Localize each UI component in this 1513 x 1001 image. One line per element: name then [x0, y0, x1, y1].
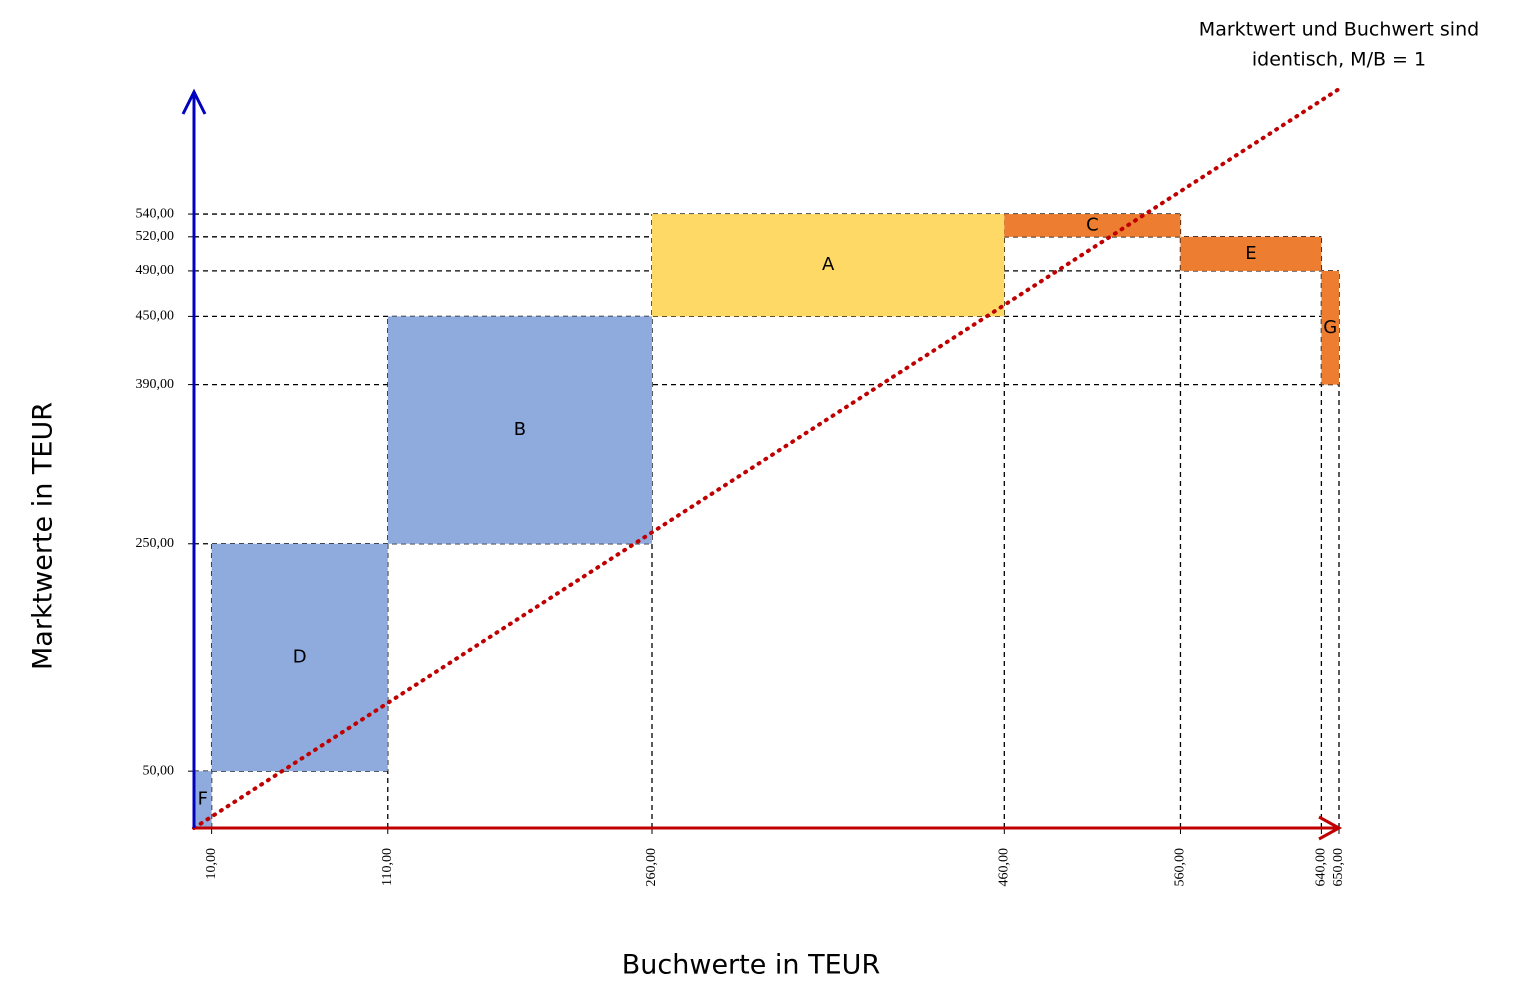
annotation: identisch, M/B = 1 [1252, 49, 1426, 71]
rectangles [194, 214, 1339, 828]
rectangle-label: F [198, 789, 208, 810]
x-tick-label: 640,00 [1314, 848, 1329, 887]
y-axis-title: Marktwerte in TEUR [28, 402, 59, 670]
y-tick-label: 390,00 [136, 377, 175, 392]
rectangle-label: B [514, 419, 526, 440]
rectangle-label: D [293, 646, 307, 667]
reference-line [192, 87, 1341, 830]
rectangle-label: A [822, 254, 835, 275]
rectangle [387, 316, 652, 544]
x-tick-label: 460,00 [997, 848, 1012, 887]
y-tick-label: 520,00 [136, 229, 175, 244]
x-axis-title: Buchwerte in TEUR [622, 950, 880, 981]
y-axis-arrow [181, 88, 207, 115]
y-tick-label: 540,00 [136, 206, 175, 221]
y-tick-label: 450,00 [136, 309, 175, 324]
rectangle [1180, 236, 1322, 271]
x-tick-label: 560,00 [1173, 848, 1188, 887]
x-tick-label: 650,00 [1331, 848, 1346, 887]
rectangle [194, 771, 212, 828]
overlay: 50,00 250,00 390,00 450,00 490,00 520,00 540,0… [136, 87, 1346, 887]
y-tick-label: 50,00 [143, 763, 175, 778]
x-axis-arrow [1318, 815, 1343, 841]
annotation: Marktwert und Buchwert sind [1199, 19, 1479, 41]
rectangle [211, 543, 388, 772]
rectangle-label: C [1086, 214, 1099, 235]
x-tick-label: 260,00 [644, 848, 659, 887]
x-tick-label: 10,00 [204, 848, 219, 880]
rectangle [652, 214, 1005, 317]
y-tick-label: 490,00 [136, 263, 175, 278]
rectangle [1321, 270, 1339, 385]
x-tick-label: 110,00 [380, 848, 395, 886]
y-tick-label: 250,00 [136, 536, 175, 551]
rectangle-label: E [1245, 243, 1256, 264]
rectangle-label: G [1323, 317, 1337, 338]
